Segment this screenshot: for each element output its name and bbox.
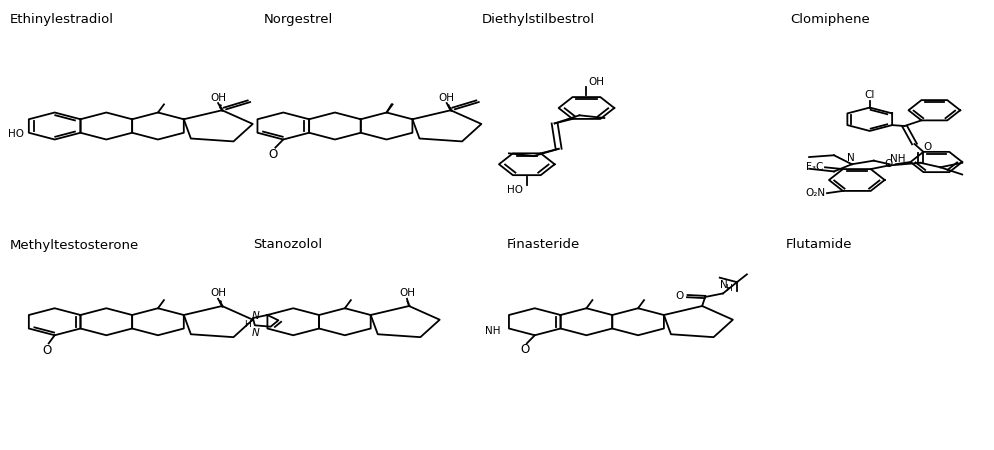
Text: NH: NH bbox=[485, 326, 501, 336]
Text: OH: OH bbox=[210, 288, 226, 298]
Text: OH: OH bbox=[399, 288, 414, 298]
Text: Methyltestosterone: Methyltestosterone bbox=[10, 238, 139, 252]
Text: Flutamide: Flutamide bbox=[785, 238, 852, 252]
Text: Finasteride: Finasteride bbox=[507, 238, 580, 252]
Text: OH: OH bbox=[588, 77, 604, 87]
Text: OH: OH bbox=[438, 93, 454, 103]
Text: HO: HO bbox=[507, 185, 523, 195]
Text: N: N bbox=[251, 328, 259, 338]
Text: N: N bbox=[251, 311, 259, 321]
Text: Cl: Cl bbox=[865, 90, 875, 100]
Text: N: N bbox=[721, 280, 728, 290]
Text: HO: HO bbox=[8, 129, 24, 139]
Text: Stanozolol: Stanozolol bbox=[253, 238, 323, 252]
Text: Clomiphene: Clomiphene bbox=[790, 14, 870, 27]
Text: H: H bbox=[245, 320, 250, 329]
Text: O: O bbox=[885, 159, 893, 169]
Text: Diethylstilbestrol: Diethylstilbestrol bbox=[482, 14, 595, 27]
Text: O₂N: O₂N bbox=[805, 188, 825, 198]
Text: O: O bbox=[42, 344, 52, 357]
Text: OH: OH bbox=[210, 93, 226, 103]
Text: O: O bbox=[923, 142, 931, 152]
Text: O: O bbox=[520, 343, 530, 356]
Text: Ethinylestradiol: Ethinylestradiol bbox=[10, 14, 114, 27]
Text: H: H bbox=[725, 284, 732, 292]
Text: Norgestrel: Norgestrel bbox=[263, 14, 333, 27]
Text: O: O bbox=[675, 291, 683, 301]
Text: NH: NH bbox=[890, 154, 906, 164]
Text: F₃C: F₃C bbox=[806, 162, 823, 172]
Text: O: O bbox=[268, 148, 278, 161]
Text: N: N bbox=[847, 153, 855, 163]
